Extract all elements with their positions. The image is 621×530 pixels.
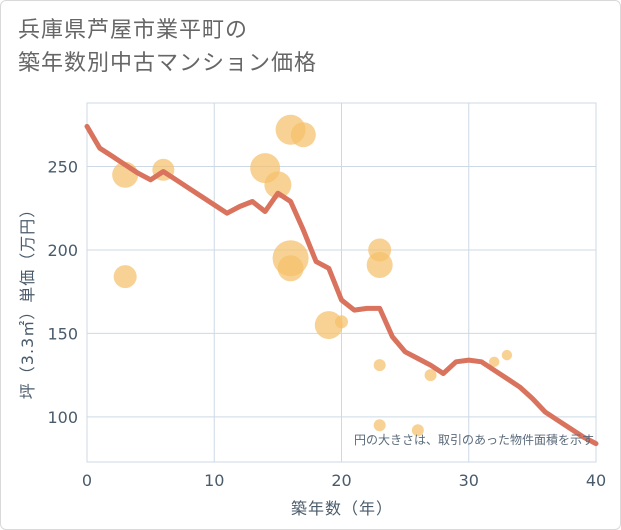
data-bubble <box>335 315 348 329</box>
data-bubble <box>373 419 386 432</box>
data-bubble <box>366 251 393 278</box>
data-bubble <box>264 171 292 199</box>
x-tick-label: 40 <box>586 471 606 490</box>
y-tick-label: 100 <box>47 408 78 427</box>
data-bubble <box>489 356 500 368</box>
data-bubble <box>411 424 424 437</box>
y-tick-label: 200 <box>47 241 78 260</box>
chart-title-line1: 兵庫県芦屋市業平町の <box>18 18 249 43</box>
data-bubble <box>277 255 304 282</box>
y-tick-label: 250 <box>47 157 78 176</box>
data-bubble <box>501 349 513 361</box>
average-price-line <box>84 123 599 447</box>
data-bubble <box>424 369 437 382</box>
chart-title-line2: 築年数別中古マンション価格 <box>18 51 318 76</box>
bubble-layer <box>112 114 513 437</box>
data-bubble <box>113 265 137 289</box>
y-axis-label: 坪（3.3㎡）単価（万円） <box>18 201 37 399</box>
chart-title: 兵庫県芦屋市業平町の 築年数別中古マンション価格 <box>18 14 317 80</box>
size-note: 円の大きさは、取引のあった物件面積を示す <box>354 432 594 447</box>
x-tick-label: 20 <box>331 471 351 490</box>
tick-labels: 0 10 20 30 40 100 150 200 250 <box>47 157 606 490</box>
x-tick-label: 10 <box>204 471 224 490</box>
y-tick-label: 150 <box>47 324 78 343</box>
trend-line-layer <box>84 123 599 447</box>
data-bubble <box>314 311 343 340</box>
x-axis-label: 築年数（年） <box>291 499 393 518</box>
grid-lines <box>86 102 597 463</box>
x-tick-label: 30 <box>459 471 479 490</box>
data-bubble <box>373 359 386 372</box>
data-bubble <box>290 122 316 148</box>
x-tick-label: 0 <box>82 471 92 490</box>
